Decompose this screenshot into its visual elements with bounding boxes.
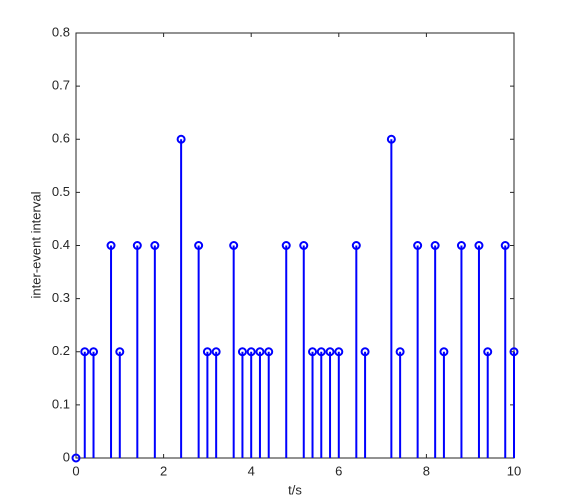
y-axis-label: inter-event interval — [28, 191, 43, 298]
x-tick-label: 10 — [507, 463, 521, 478]
x-axis-label: t/s — [288, 482, 302, 497]
x-tick-label: 0 — [72, 463, 79, 478]
stem-marker — [413, 241, 423, 250]
stem-marker — [71, 453, 81, 463]
stem-marker — [500, 241, 510, 250]
x-tick-label: 4 — [248, 463, 255, 478]
y-tick-label: 0.8 — [52, 24, 70, 39]
stem-marker — [474, 241, 484, 250]
y-tick-label: 0.3 — [52, 290, 70, 305]
axes-box — [75, 32, 515, 459]
stem-marker — [299, 241, 309, 250]
y-tick-label: 0.4 — [52, 237, 70, 252]
stem-marker — [176, 134, 186, 144]
stem-marker — [351, 241, 361, 250]
stem-marker — [281, 241, 291, 250]
stem-marker — [430, 241, 440, 250]
stem-marker — [229, 241, 239, 250]
stem-marker — [115, 347, 125, 357]
stem-marker — [194, 241, 204, 250]
stem-marker — [150, 241, 160, 250]
stem-marker — [80, 347, 90, 357]
y-tick-label: 0.7 — [52, 78, 70, 93]
stem-marker — [237, 347, 247, 357]
x-tick-label: 6 — [335, 463, 342, 478]
stem-marker — [386, 134, 396, 144]
y-tick-label: 0.2 — [52, 343, 70, 358]
x-tick-label: 2 — [160, 463, 167, 478]
y-tick-label: 0.5 — [52, 184, 70, 199]
y-tick-label: 0.6 — [52, 131, 70, 146]
stem-marker — [202, 347, 212, 357]
stem-marker — [246, 347, 256, 357]
stem-marker — [106, 241, 116, 250]
stem-marker — [89, 347, 99, 357]
stem-marker — [483, 347, 493, 357]
y-tick-label: 0 — [63, 449, 70, 464]
stem-marker — [264, 347, 274, 357]
stem-marker — [439, 347, 449, 357]
stem-marker — [395, 347, 405, 357]
y-tick-label: 0.1 — [52, 396, 70, 411]
stem-marker — [211, 347, 221, 357]
stem-marker — [334, 347, 344, 357]
stem-marker — [316, 347, 326, 357]
stem-marker — [360, 347, 370, 357]
x-tick-label: 8 — [423, 463, 430, 478]
stem-marker — [132, 241, 142, 250]
stem-marker — [456, 241, 466, 250]
stem-marker — [255, 347, 265, 357]
stem-marker — [325, 347, 335, 357]
stem-marker — [308, 347, 318, 357]
stem-marker — [509, 347, 519, 357]
